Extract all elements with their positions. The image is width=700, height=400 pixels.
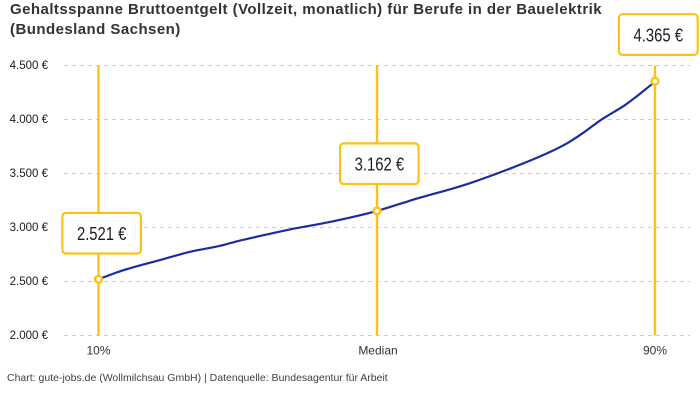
svg-text:3.162 €: 3.162 € bbox=[355, 153, 405, 174]
svg-text:Median: Median bbox=[358, 344, 397, 358]
svg-text:4.000 €: 4.000 € bbox=[10, 114, 49, 126]
svg-text:4.365 €: 4.365 € bbox=[634, 24, 684, 45]
svg-text:90%: 90% bbox=[643, 344, 667, 358]
svg-text:4.500 €: 4.500 € bbox=[10, 60, 49, 72]
svg-text:10%: 10% bbox=[86, 344, 110, 358]
svg-text:2.500 €: 2.500 € bbox=[10, 276, 49, 288]
svg-text:3.000 €: 3.000 € bbox=[10, 222, 49, 234]
svg-text:2.000 €: 2.000 € bbox=[10, 330, 49, 342]
svg-text:2.521 €: 2.521 € bbox=[77, 223, 127, 244]
svg-text:3.500 €: 3.500 € bbox=[10, 168, 49, 180]
